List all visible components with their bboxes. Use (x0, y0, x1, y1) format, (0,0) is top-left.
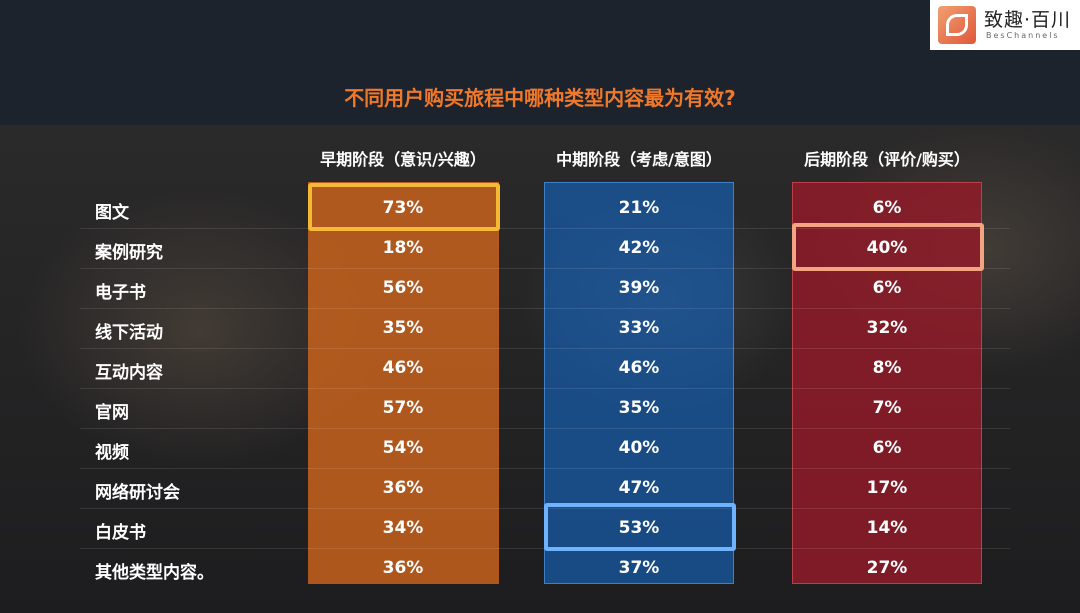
table-cell: 57% (382, 398, 424, 418)
logo-subtext: BesChannels (986, 31, 1060, 40)
row-divider (80, 268, 1010, 269)
row-label: 互动内容 (95, 363, 163, 383)
table-cell: 36% (382, 478, 424, 498)
row-divider (80, 308, 1010, 309)
table-cell: 40% (618, 438, 660, 458)
row-divider (80, 388, 1010, 389)
row-label: 其他类型内容。 (95, 563, 214, 583)
row-label: 案例研究 (95, 243, 163, 263)
table-cell: 32% (866, 318, 908, 338)
table-cell: 18% (382, 238, 424, 258)
logo-text: 致趣·百川 (984, 9, 1072, 31)
logo-mark-icon (938, 6, 976, 44)
row-divider (80, 228, 1010, 229)
row-label: 官网 (95, 403, 129, 423)
table-cell: 54% (382, 438, 424, 458)
table-cell: 6% (872, 198, 902, 218)
brand-logo: 致趣·百川 BesChannels (930, 0, 1080, 50)
column-header: 中期阶段（考虑/意图） (556, 150, 722, 169)
table-cell: 56% (382, 278, 424, 298)
row-label: 网络研讨会 (95, 483, 180, 503)
row-divider (80, 468, 1010, 469)
table-cell: 14% (866, 518, 908, 538)
column-header: 后期阶段（评价/购买） (804, 150, 970, 169)
table-cell: 37% (618, 558, 660, 578)
table-cell: 42% (618, 238, 660, 258)
table-cell: 35% (382, 318, 424, 338)
row-label: 白皮书 (95, 523, 146, 543)
row-label: 电子书 (95, 283, 146, 303)
highlight-box (792, 223, 984, 271)
table-cell: 36% (382, 558, 424, 578)
column-header: 早期阶段（意识/兴趣） (320, 150, 486, 169)
table-cell: 46% (618, 358, 660, 378)
column-band-early (308, 182, 499, 584)
row-label: 图文 (95, 203, 129, 223)
column-band-late (792, 182, 982, 584)
highlight-box (308, 183, 500, 231)
table-cell: 73% (382, 198, 424, 218)
table-cell: 40% (866, 238, 908, 258)
column-band-mid (544, 182, 734, 584)
row-label: 线下活动 (95, 323, 163, 343)
table-cell: 39% (618, 278, 660, 298)
table-cell: 34% (382, 518, 424, 538)
table-cell: 33% (618, 318, 660, 338)
table-cell: 46% (382, 358, 424, 378)
table-cell: 8% (872, 358, 902, 378)
table-cell: 6% (872, 438, 902, 458)
table-cell: 47% (618, 478, 660, 498)
table-cell: 6% (872, 278, 902, 298)
row-divider (80, 348, 1010, 349)
table-cell: 7% (872, 398, 902, 418)
table-cell: 53% (618, 518, 660, 538)
row-label: 视频 (95, 443, 129, 463)
table-cell: 17% (866, 478, 908, 498)
row-divider (80, 428, 1010, 429)
table-cell: 21% (618, 198, 660, 218)
highlight-box (544, 503, 736, 551)
chart-title: 不同用户购买旅程中哪种类型内容最为有效? (344, 86, 736, 110)
table-cell: 27% (866, 558, 908, 578)
table-cell: 35% (618, 398, 660, 418)
